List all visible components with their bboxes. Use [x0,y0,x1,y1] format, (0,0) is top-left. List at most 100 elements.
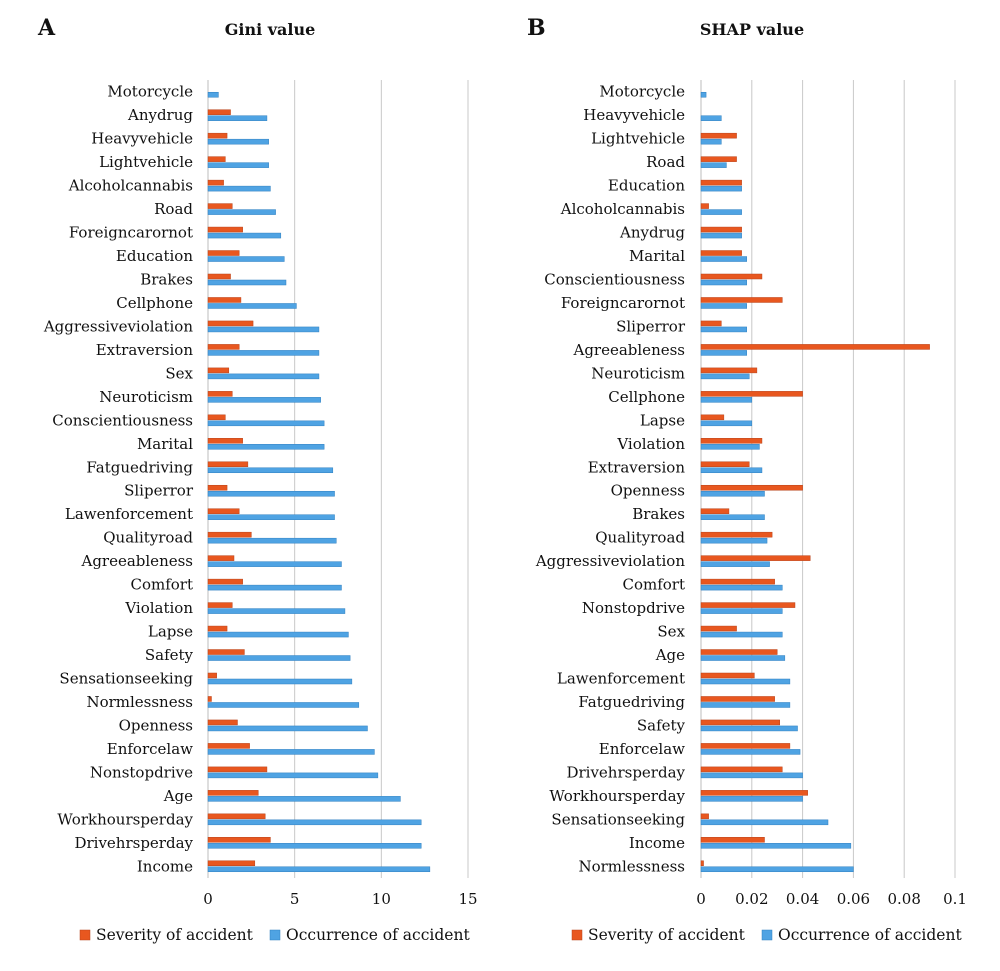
bar-severity [207,179,224,186]
bar-severity [207,508,240,514]
category-label: Sex [165,364,193,382]
bar-occurrence [700,373,750,380]
bar-severity [207,132,228,139]
bar-occurrence [700,350,747,356]
bar-occurrence [207,537,337,544]
category-label: Marital [629,247,685,265]
bar-severity [207,226,243,233]
category-label: Foreigncarornot [69,224,193,242]
category-label: Fatguedriving [86,458,193,476]
category-label: Extraversion [96,341,194,359]
bar-occurrence [207,514,335,520]
bar-occurrence [207,279,287,286]
category-label: Lightvehicle [591,130,685,148]
bar-occurrence [700,796,803,802]
category-label: Drivehrsperday [566,763,685,781]
bar-occurrence [700,279,747,286]
bar-occurrence [207,420,325,427]
category-label: Cellphone [116,294,193,312]
bar-severity [700,226,742,233]
x-tick-label: 0.04 [786,890,819,908]
category-label: Lawenforcement [557,670,685,688]
bar-occurrence [207,561,342,567]
x-tick-label: 0 [696,890,706,908]
category-label: Extraversion [588,458,686,476]
bar-occurrence [700,561,770,567]
bar-severity [207,273,231,280]
bar-severity [700,719,780,726]
bar-occurrence [700,514,765,520]
category-label: Lawenforcement [65,505,193,523]
category-label: Aggressiveviolation [43,317,194,335]
bar-occurrence [700,185,742,192]
category-label: Qualityroad [103,529,193,547]
bar-occurrence [700,256,747,262]
bar-severity [700,320,722,327]
category-label: Road [154,200,193,218]
bar-severity [700,555,811,561]
bar-severity [700,132,737,139]
category-label: Conscientiousness [544,271,685,289]
bar-severity [700,297,783,303]
category-label: Sex [657,623,685,641]
category-label: Foreigncarornot [561,294,685,312]
category-label: Education [116,247,193,265]
bar-occurrence [700,584,783,591]
panel-b-chart: B SHAP value 0 0.02 0.04 0.06 0.08 0.1 Motorcycl… [527,15,967,944]
category-label: Anydrug [619,224,685,242]
x-tick-label: 0.08 [887,890,920,908]
bar-occurrence [700,397,753,403]
x-tick-label: 0.1 [943,890,967,908]
bar-occurrence [700,115,722,121]
category-label: Normlessness [86,693,193,711]
bar-occurrence [207,843,422,849]
category-label: Alcoholcannabis [68,177,193,195]
bar-occurrence [700,138,722,145]
bar-occurrence [700,326,747,333]
category-label: Sliperror [616,317,686,335]
category-label: Marital [137,435,193,453]
category-label: Anydrug [127,106,193,124]
bar-severity [700,391,803,397]
x-tick-label: 15 [458,890,477,908]
bar-occurrence [207,209,276,215]
category-label: Qualityroad [595,529,685,547]
bar-occurrence [700,866,854,873]
category-label: Sensationseeking [551,810,685,828]
category-label: Age [655,646,685,664]
bar-occurrence [207,584,342,591]
legend-label-severity: Severity of accident [96,926,254,944]
bar-severity [700,273,763,280]
bar-occurrence [207,819,422,826]
bar-severity [700,672,755,679]
chart-title: Gini value [225,20,316,39]
bar-occurrence [207,678,353,685]
category-label: Drivehrsperday [74,834,193,852]
bar-severity [207,813,266,820]
bar-severity [207,578,243,585]
category-label: Violation [616,435,685,453]
bar-severity [700,837,765,843]
bar-severity [207,156,226,162]
legend-swatch-severity [79,929,91,941]
category-label: Conscientiousness [52,411,193,429]
bar-severity [207,555,235,561]
bar-occurrence [207,185,271,192]
bar-occurrence [700,772,803,779]
legend-label-occurrence: Occurrence of accident [778,926,962,944]
category-label: Agreeableness [572,341,685,359]
bar-occurrence [207,373,320,380]
panel-letter: B [527,15,546,41]
bar-occurrence [700,91,707,98]
bar-occurrence [700,631,783,638]
bar-severity [207,461,249,468]
bar-occurrence [207,467,334,474]
bar-severity [207,344,240,350]
bar-severity [207,203,233,209]
bar-occurrence [700,678,791,685]
bar-severity [207,602,233,608]
bar-severity [700,179,742,186]
bar-severity [700,813,709,820]
bar-occurrence [700,843,852,849]
bar-severity [207,297,242,303]
